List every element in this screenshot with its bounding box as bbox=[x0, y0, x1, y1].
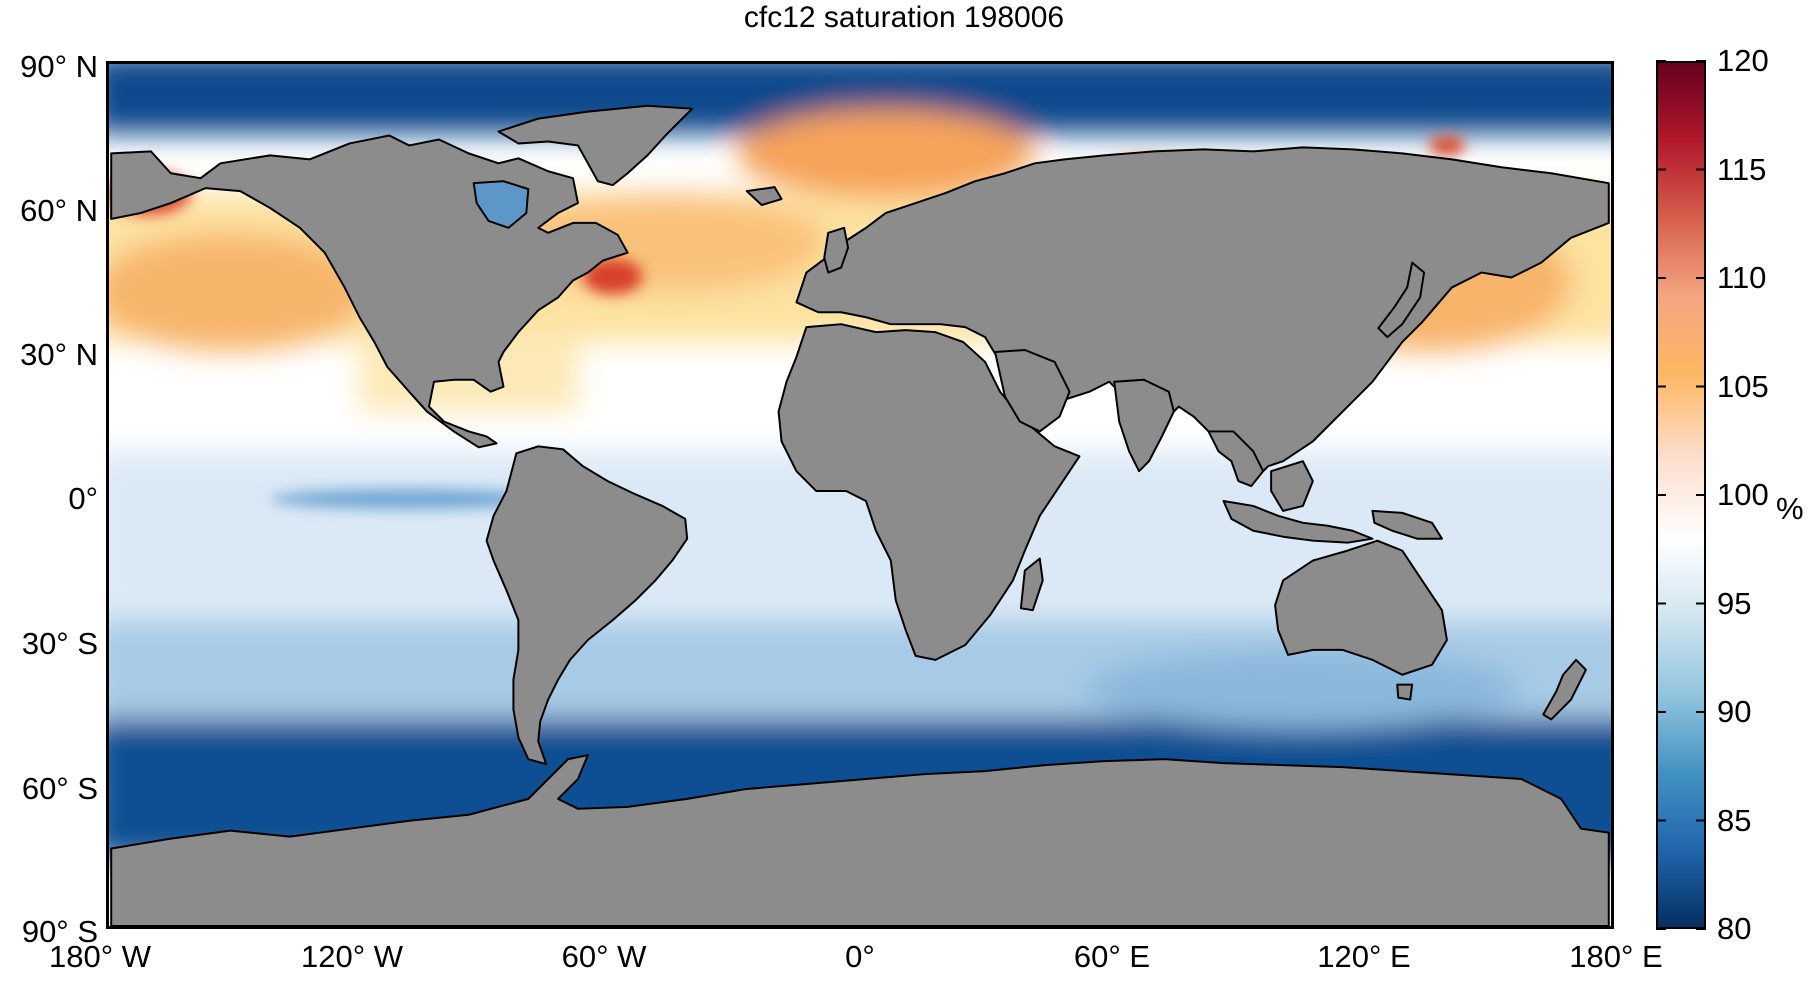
lat-label: 0° bbox=[68, 481, 98, 516]
lon-label: 60° W bbox=[561, 939, 647, 974]
lon-label: 180° W bbox=[49, 939, 151, 974]
lat-label: 60° S bbox=[21, 771, 98, 806]
land-australia bbox=[1274, 539, 1448, 676]
lon-label: 120° E bbox=[1317, 939, 1411, 974]
land-new-guinea bbox=[1371, 509, 1443, 540]
land-south-america bbox=[485, 445, 689, 766]
equatorial-cold-tongue bbox=[270, 489, 549, 509]
norwegian-sea-warm bbox=[736, 108, 1035, 199]
land-borneo bbox=[1270, 460, 1314, 512]
colorbar-tick-label: 115 bbox=[1717, 151, 1767, 187]
land-new-zealand bbox=[1542, 658, 1587, 721]
land-madagascar bbox=[1019, 557, 1044, 612]
land-africa bbox=[777, 323, 1081, 661]
colorbar bbox=[1656, 61, 1706, 929]
land-india bbox=[1113, 378, 1175, 473]
lon-label: 180° E bbox=[1569, 939, 1663, 974]
colorbar-tick-label: 100 bbox=[1717, 477, 1769, 512]
land-tasmania bbox=[1396, 683, 1414, 701]
lat-label: 30° S bbox=[21, 626, 98, 661]
land-greenland bbox=[497, 104, 694, 187]
lat-label: 30° N bbox=[20, 337, 98, 372]
north-pacific-warm bbox=[109, 232, 370, 352]
colorbar-tick-label: 105 bbox=[1717, 368, 1769, 404]
land-hudson-bay-water bbox=[472, 180, 530, 229]
world-map bbox=[109, 64, 1611, 926]
land-japan bbox=[1377, 261, 1426, 339]
colorbar-tick-label: 90 bbox=[1717, 694, 1752, 729]
land bbox=[110, 104, 1610, 926]
land-southeast-asia bbox=[1207, 430, 1265, 488]
lat-label: 60° N bbox=[20, 193, 98, 228]
land-antarctica bbox=[110, 754, 1610, 926]
land-indonesia bbox=[1222, 499, 1374, 544]
colorbar-tick-label: 120 bbox=[1717, 43, 1769, 78]
lon-label: 120° W bbox=[301, 939, 403, 974]
kara-hot bbox=[1429, 135, 1465, 156]
lat-label: 90° S bbox=[21, 914, 98, 949]
ross-sea-lighter bbox=[1084, 649, 1522, 730]
land-iceland bbox=[745, 186, 783, 207]
land-british-isles bbox=[823, 226, 850, 274]
lat-label: 90° N bbox=[20, 49, 98, 84]
chart-title: cfc12 saturation 198006 bbox=[743, 1, 1065, 34]
colorbar-tick-label: 80 bbox=[1717, 911, 1752, 946]
gulf-st-lawrence-hot bbox=[582, 258, 643, 295]
land-arabia bbox=[994, 349, 1071, 433]
lon-label: 0° bbox=[845, 939, 875, 974]
colorbar-tick-label: 85 bbox=[1717, 802, 1752, 838]
map-frame bbox=[106, 61, 1614, 929]
colorbar-tick-label: 95 bbox=[1717, 585, 1752, 621]
colorbar-unit: % bbox=[1776, 491, 1804, 526]
lon-label: 60° E bbox=[1073, 939, 1151, 974]
colorbar-tick-label: 110 bbox=[1717, 260, 1767, 295]
